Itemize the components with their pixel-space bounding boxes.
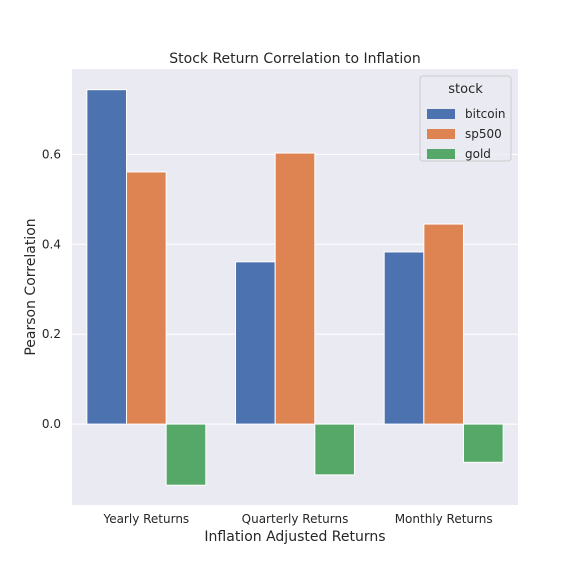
legend-title: stock [448, 82, 483, 97]
x-axis-ticks: Yearly Returns Quarterly Returns Monthly R… [102, 512, 492, 526]
legend-swatch-bitcoin [427, 109, 455, 119]
x-tick-label: Monthly Returns [395, 512, 493, 526]
y-tick-label: 0.4 [42, 237, 61, 251]
bar-gold-0 [165, 423, 207, 486]
x-tick-label: Yearly Returns [102, 512, 189, 526]
y-tick-label: 0.2 [42, 327, 61, 341]
bar-sp500-2 [423, 223, 464, 425]
y-axis-ticks: 0.0 0.2 0.4 0.6 [42, 147, 61, 431]
legend-swatch-gold [427, 149, 455, 159]
legend-label-bitcoin: bitcoin [465, 107, 506, 121]
legend-box [419, 75, 512, 162]
x-tick-label: Quarterly Returns [242, 512, 349, 526]
x-axis-label: Inflation Adjusted Returns [204, 529, 385, 545]
y-axis-label: Pearson Correlation [23, 218, 39, 355]
legend: stock bitcoin sp500 gold [419, 75, 512, 162]
bar-sp500-1 [274, 152, 316, 425]
bar-gold-2 [462, 423, 504, 463]
bar-bitcoin-1 [235, 261, 276, 425]
bar-sp500-0 [126, 171, 167, 425]
bar-bitcoin-2 [383, 251, 425, 425]
y-tick-label: 0.6 [42, 147, 61, 161]
legend-items: bitcoin sp500 gold [427, 107, 506, 161]
legend-swatch-sp500 [427, 129, 455, 139]
bar-gold-1 [314, 423, 355, 476]
chart-title: Stock Return Correlation to Inflation [169, 51, 420, 67]
bars [86, 89, 504, 486]
bar-bitcoin-0 [86, 89, 128, 425]
legend-label-sp500: sp500 [465, 127, 502, 141]
y-tick-label: 0.0 [42, 417, 61, 431]
legend-label-gold: gold [465, 147, 491, 161]
